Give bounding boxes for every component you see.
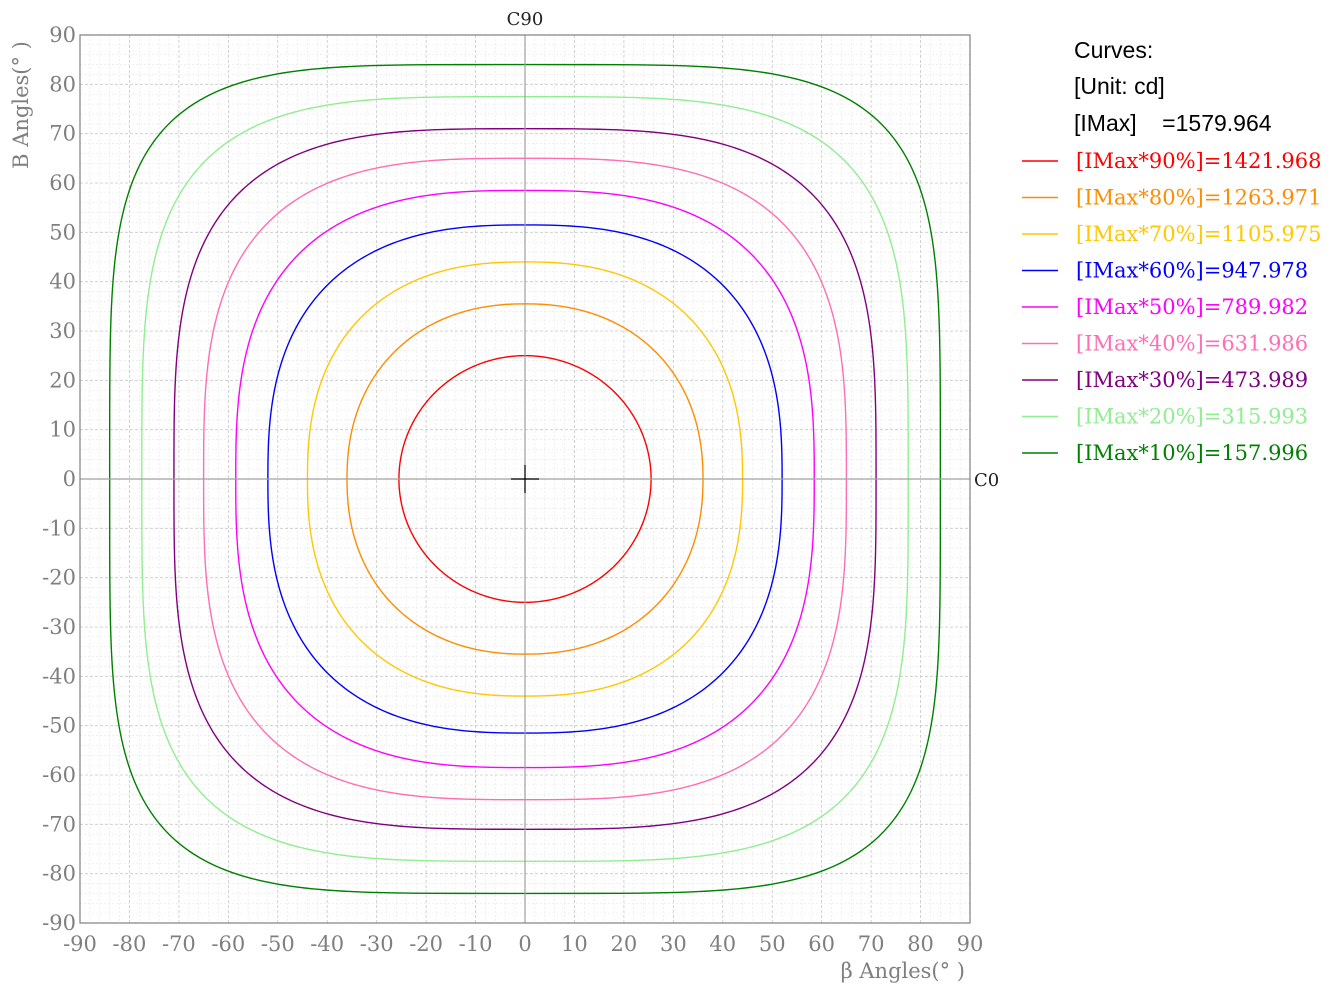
legend-label: [IMax*40%]=631.986 bbox=[1076, 332, 1308, 356]
x-tick-labels: -90 -80 -70 -60 -50 -40 -30 -20 -10 0 10 20 30 40 50 60… bbox=[63, 932, 983, 956]
x-tick-label: 60 bbox=[808, 932, 835, 956]
x-tick-label: 70 bbox=[858, 932, 885, 956]
y-tick-label: -70 bbox=[42, 812, 76, 836]
y-tick-label: -10 bbox=[42, 516, 76, 540]
x-tick-label: 0 bbox=[518, 932, 531, 956]
x-tick-label: -60 bbox=[211, 932, 245, 956]
legend-label: [IMax*50%]=789.982 bbox=[1076, 295, 1308, 319]
legend-label: [IMax*30%]=473.989 bbox=[1076, 368, 1308, 392]
y-tick-label: -90 bbox=[42, 911, 76, 935]
legend-unit: [Unit: cd] bbox=[1074, 73, 1165, 99]
y-tick-label: -20 bbox=[42, 566, 76, 590]
x-tick-label: -10 bbox=[459, 932, 493, 956]
y-tick-label: 10 bbox=[49, 418, 76, 442]
legend-header: Curves: bbox=[1074, 37, 1153, 63]
x-tick-label: -50 bbox=[261, 932, 295, 956]
y-tick-label: -60 bbox=[42, 763, 76, 787]
plot-frame bbox=[79, 34, 971, 924]
x-tick-label: 30 bbox=[660, 932, 687, 956]
y-tick-label: 40 bbox=[49, 270, 76, 294]
x-tick-label: -40 bbox=[310, 932, 344, 956]
legend-items: [IMax*90%]=1421.968 [IMax*80%]=1263.971 [I… bbox=[1022, 149, 1322, 465]
y-axis-label: B Angles(° ) bbox=[9, 41, 33, 169]
y-tick-label: 30 bbox=[49, 319, 76, 343]
x-tick-label: 90 bbox=[957, 932, 984, 956]
y-tick-label: 60 bbox=[49, 171, 76, 195]
y-tick-label: 90 bbox=[49, 23, 76, 47]
legend-label: [IMax*20%]=315.993 bbox=[1076, 405, 1308, 429]
legend-label: [IMax*10%]=157.996 bbox=[1076, 441, 1308, 465]
y-tick-label: 50 bbox=[49, 220, 76, 244]
x-tick-label: -20 bbox=[409, 932, 443, 956]
x-tick-label: 80 bbox=[907, 932, 934, 956]
x-tick-label: 50 bbox=[759, 932, 786, 956]
y-tick-labels: 90 80 70 60 50 40 30 20 10 0 -10 -20 -30 -40 -50 -60 -70… bbox=[42, 23, 76, 935]
c0-label: C0 bbox=[974, 470, 999, 491]
x-tick-label: -80 bbox=[113, 932, 147, 956]
legend-label: [IMax*80%]=1263.971 bbox=[1076, 186, 1322, 210]
x-axis-label: β Angles(° ) bbox=[841, 959, 965, 983]
axes bbox=[79, 34, 971, 924]
x-tick-label: 20 bbox=[611, 932, 638, 956]
legend: Curves: [Unit: cd] [IMax] =1579.964 [IMa… bbox=[1022, 37, 1322, 465]
y-tick-label: 20 bbox=[49, 368, 76, 392]
y-tick-label: 80 bbox=[49, 72, 76, 96]
y-tick-label: -80 bbox=[42, 862, 76, 886]
y-tick-label: -40 bbox=[42, 664, 76, 688]
y-tick-label: 0 bbox=[63, 467, 76, 491]
x-tick-label: 40 bbox=[709, 932, 736, 956]
x-tick-label: 10 bbox=[561, 932, 588, 956]
x-tick-label: -90 bbox=[63, 932, 97, 956]
y-tick-label: -30 bbox=[42, 615, 76, 639]
y-tick-label: 70 bbox=[49, 122, 76, 146]
legend-imax: [IMax] =1579.964 bbox=[1074, 110, 1272, 136]
x-tick-label: -70 bbox=[162, 932, 196, 956]
legend-label: [IMax*60%]=947.978 bbox=[1076, 259, 1308, 283]
c90-label: C90 bbox=[507, 9, 544, 30]
x-tick-label: -30 bbox=[360, 932, 394, 956]
legend-label: [IMax*90%]=1421.968 bbox=[1076, 149, 1322, 173]
y-tick-label: -50 bbox=[42, 714, 76, 738]
legend-label: [IMax*70%]=1105.975 bbox=[1076, 222, 1322, 246]
